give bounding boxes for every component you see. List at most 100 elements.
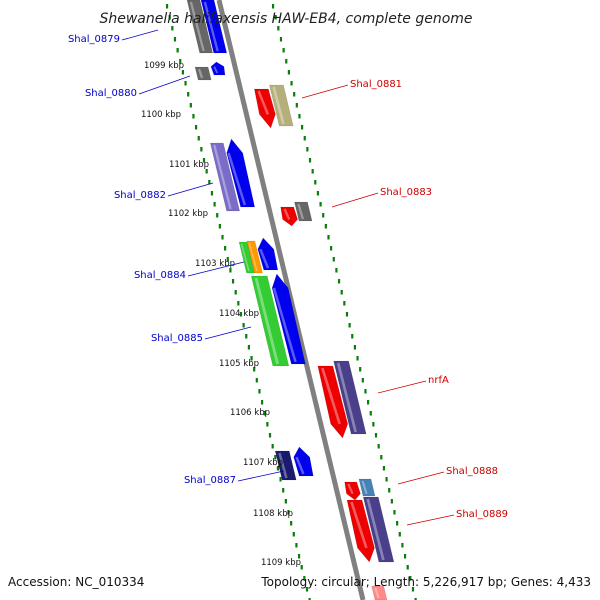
gene-label-right: Shal_0883 <box>380 187 432 198</box>
gene-shal-0884-pair <box>246 240 263 274</box>
gene-shal-0882-pair <box>226 138 256 208</box>
track-dot <box>398 532 401 537</box>
gene-shal-0880-shine <box>197 68 204 79</box>
track-dot <box>414 598 417 600</box>
track-dot <box>239 312 243 317</box>
track-dot <box>285 59 288 64</box>
track-dot <box>382 466 386 471</box>
track-dot <box>305 587 309 592</box>
gene-shal-0888 <box>344 481 361 501</box>
track-dot <box>276 466 280 471</box>
left-label-leader <box>121 29 159 41</box>
track-dot <box>165 4 169 9</box>
track-dot <box>197 136 200 141</box>
kbp-tick-label: 1106 kbp <box>230 408 270 418</box>
track-dot <box>266 422 269 427</box>
gene-shal-0883 <box>280 206 298 227</box>
track-dot <box>250 356 253 361</box>
right-label-leader <box>397 471 445 485</box>
gene-shal-0883-pair <box>294 201 313 222</box>
track-dot <box>411 587 415 592</box>
gene-shal-0879-pair <box>200 0 228 54</box>
track-dot <box>409 576 412 581</box>
track-dot <box>208 180 211 185</box>
track-dot <box>187 92 190 97</box>
track-dot <box>168 15 171 20</box>
gene-label-left: Shal_0879 <box>68 34 120 45</box>
track-dot <box>367 400 370 405</box>
track-dot <box>377 444 380 449</box>
track-dot <box>205 169 208 174</box>
track-dot <box>351 334 354 339</box>
track-dot <box>287 510 290 515</box>
kbp-ticks: 1099 kbp 1100 kbp 1101 kbp 1102 kbp 1103 kbp… <box>141 61 301 568</box>
track-dot <box>319 202 322 207</box>
track-dot <box>189 103 192 108</box>
track-dot <box>332 257 335 262</box>
track-dot <box>348 323 351 328</box>
track-dot <box>396 521 399 526</box>
gene-shal-0880-pair-shine <box>213 66 219 74</box>
track-dot <box>279 477 282 482</box>
gene-shal-0879-pair-shine <box>203 1 219 52</box>
gene-label-right: Shal_0881 <box>350 79 402 90</box>
kbp-tick-label: 1102 kbp <box>168 209 208 219</box>
track-dot <box>380 455 383 460</box>
track-dot <box>345 312 349 317</box>
track-dot <box>287 70 290 75</box>
track-dot <box>340 290 343 295</box>
gene-shal-0881-shine <box>257 90 270 115</box>
track-dot <box>282 48 285 53</box>
gene-label-right: nrfA <box>428 375 449 386</box>
gene-shal-0882-pair-shine <box>227 152 247 206</box>
track-dot <box>308 598 311 600</box>
track-dot <box>200 147 203 152</box>
track-dot <box>388 488 391 493</box>
gene-shal-0881-pair-shine <box>272 86 285 125</box>
track-dot <box>300 565 303 570</box>
track-dot <box>229 268 232 273</box>
gene-label-left: Shal_0880 <box>85 88 137 99</box>
track-dot <box>184 81 187 86</box>
track-dot <box>274 15 277 20</box>
track-dot <box>274 455 277 460</box>
track-dot <box>298 114 301 119</box>
track-dot <box>295 103 298 108</box>
track-dot <box>210 191 214 196</box>
track-dot <box>221 235 224 240</box>
right-label-leader <box>301 84 349 99</box>
track-dot <box>271 4 275 9</box>
gene-shal-0881-pair <box>269 84 294 127</box>
gene-shal-0881 <box>253 88 276 129</box>
gene-label-left: Shal_0885 <box>151 333 203 344</box>
kbp-tick-label: 1100 kbp <box>141 110 181 120</box>
track-dot <box>314 180 317 185</box>
track-dot <box>282 488 285 493</box>
gene-shal-0888-pair-shine <box>361 480 368 495</box>
gene-shal-0884-shine <box>240 243 250 272</box>
gene-shal-0885 <box>250 275 290 367</box>
gene-shal-0887-pair-shine <box>295 456 305 475</box>
track-dot <box>297 554 301 559</box>
track-dot <box>311 169 314 174</box>
track-dot <box>176 48 179 53</box>
track-dot <box>337 279 341 284</box>
gene-shal-0884-b-shine <box>259 248 270 269</box>
track-dot <box>290 521 293 526</box>
gene-shal-0889 <box>346 499 375 563</box>
track-dot <box>324 224 327 229</box>
gene-labels: Shal_0879 Shal_0880 Shal_0882 Shal_0884 Shal… <box>68 29 508 526</box>
track-dot <box>361 378 364 383</box>
track-dot <box>237 301 240 306</box>
track-dot <box>385 477 388 482</box>
track-dot <box>234 290 237 295</box>
track-dot <box>322 213 325 218</box>
kbp-tick-label: 1105 kbp <box>219 359 259 369</box>
track-dot <box>301 125 304 130</box>
track-dot <box>261 400 264 405</box>
outer-dotted-track-left <box>165 4 311 600</box>
genome-title: Shewanella halifaxensis HAW-EB4, complet… <box>99 11 472 27</box>
gene-shal-0883-pair-shine <box>297 203 305 220</box>
track-dot <box>277 26 280 31</box>
track-dot <box>359 367 362 372</box>
